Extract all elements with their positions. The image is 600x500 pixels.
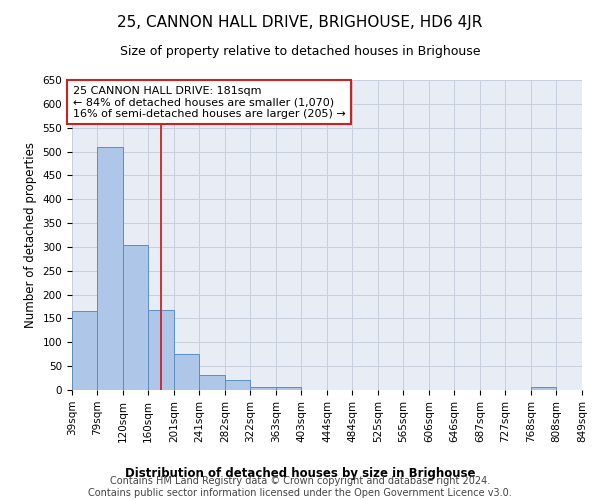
Bar xyxy=(250,386,276,390)
Bar xyxy=(225,380,250,390)
Bar xyxy=(199,375,225,390)
Bar xyxy=(97,147,123,390)
Bar xyxy=(72,312,97,390)
Text: 25 CANNON HALL DRIVE: 181sqm
← 84% of detached houses are smaller (1,070)
16% of: 25 CANNON HALL DRIVE: 181sqm ← 84% of de… xyxy=(73,86,346,119)
Bar xyxy=(148,310,174,390)
Bar xyxy=(174,354,199,390)
Bar xyxy=(276,386,301,390)
Y-axis label: Number of detached properties: Number of detached properties xyxy=(24,142,37,328)
Bar xyxy=(531,386,556,390)
Text: Size of property relative to detached houses in Brighouse: Size of property relative to detached ho… xyxy=(120,45,480,58)
Text: Distribution of detached houses by size in Brighouse: Distribution of detached houses by size … xyxy=(125,467,475,480)
Text: 25, CANNON HALL DRIVE, BRIGHOUSE, HD6 4JR: 25, CANNON HALL DRIVE, BRIGHOUSE, HD6 4J… xyxy=(118,15,482,30)
Bar xyxy=(123,246,148,390)
Text: Contains HM Land Registry data © Crown copyright and database right 2024.
Contai: Contains HM Land Registry data © Crown c… xyxy=(88,476,512,498)
